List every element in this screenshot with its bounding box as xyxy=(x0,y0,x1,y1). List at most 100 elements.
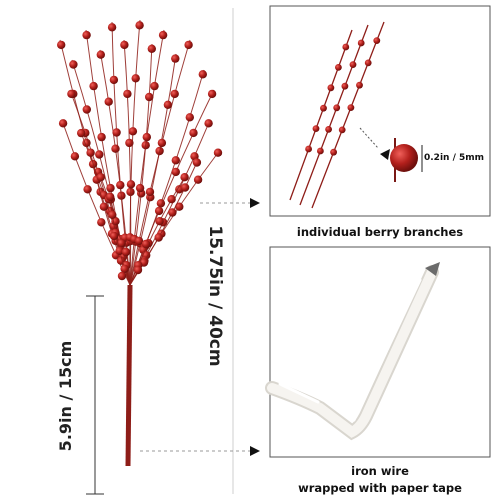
berry xyxy=(107,23,117,32)
panel-berry xyxy=(364,59,372,67)
berry xyxy=(106,183,115,193)
berry xyxy=(135,21,144,30)
berry xyxy=(180,183,190,192)
panel-berry xyxy=(333,104,341,112)
berry xyxy=(180,173,189,182)
panel-wire xyxy=(299,24,369,206)
berry xyxy=(109,231,119,241)
berry xyxy=(204,119,213,128)
berry xyxy=(163,100,173,110)
panel-berry xyxy=(347,104,355,111)
berry xyxy=(57,40,66,50)
branch-wire xyxy=(123,39,132,286)
berry xyxy=(69,60,78,69)
panel-berry xyxy=(330,148,337,156)
berry xyxy=(193,175,203,184)
berry xyxy=(109,75,119,85)
panel-berry xyxy=(312,125,320,132)
branch-wire xyxy=(129,43,153,286)
panel-berry xyxy=(305,145,312,153)
berry xyxy=(106,192,115,201)
berry xyxy=(157,138,167,148)
branch-wire xyxy=(129,29,165,286)
arrow-to-top-panel xyxy=(200,198,260,208)
berry xyxy=(142,132,151,142)
caption-berry-branches: individual berry branches xyxy=(296,225,464,239)
berry xyxy=(96,50,106,59)
berry xyxy=(83,185,92,194)
panel-berry xyxy=(325,125,332,133)
berry xyxy=(167,195,176,204)
berry xyxy=(145,92,154,102)
berry xyxy=(155,217,164,226)
branch-wire xyxy=(129,53,177,286)
berry-branches-panel xyxy=(269,5,491,217)
berry xyxy=(111,144,120,153)
branch-wire xyxy=(61,119,131,286)
stem-height-bracket xyxy=(86,295,104,495)
berry xyxy=(184,40,193,50)
berry xyxy=(128,127,138,136)
berry xyxy=(82,30,91,40)
berry xyxy=(95,150,104,159)
caption-paper-tape: wrapped with paper tape xyxy=(298,481,462,495)
berry xyxy=(171,156,180,165)
berry xyxy=(141,239,151,249)
panel-wire xyxy=(311,21,385,209)
berry xyxy=(125,138,134,148)
berry xyxy=(135,183,145,193)
zoomed-berry xyxy=(390,144,418,172)
panel-wire xyxy=(289,29,353,201)
berry xyxy=(99,202,109,211)
berry xyxy=(97,218,106,227)
berry xyxy=(123,89,132,99)
panel-berry xyxy=(338,126,346,134)
berry xyxy=(96,173,106,182)
branch-wire xyxy=(129,39,191,286)
caption-iron-wire: iron wire xyxy=(351,464,409,478)
berry-size-arrow xyxy=(380,149,390,160)
berry xyxy=(116,180,125,190)
berry xyxy=(117,239,126,248)
berry xyxy=(89,81,98,91)
berry xyxy=(120,264,129,273)
berry xyxy=(70,152,80,161)
berry xyxy=(147,44,156,53)
panel-berry xyxy=(341,82,349,90)
berry xyxy=(82,105,92,114)
panel-berry xyxy=(357,39,365,47)
panel-berry xyxy=(327,84,335,92)
berry xyxy=(171,54,180,63)
berry xyxy=(120,40,129,50)
panel-berry xyxy=(356,81,363,89)
berry xyxy=(134,236,144,246)
berry xyxy=(213,148,223,157)
berry xyxy=(112,128,121,137)
berry xyxy=(121,247,131,257)
berry xyxy=(154,233,163,242)
panel-berry xyxy=(349,61,357,68)
berry xyxy=(133,265,143,275)
berry xyxy=(158,30,168,40)
berry xyxy=(145,187,155,197)
berry xyxy=(185,113,194,122)
panel-berry xyxy=(342,43,350,51)
berry xyxy=(131,74,140,83)
berry xyxy=(168,208,177,217)
berry xyxy=(207,89,217,99)
berry xyxy=(108,210,117,219)
berry xyxy=(154,206,164,216)
panel-berry xyxy=(320,104,327,112)
berry xyxy=(67,89,76,99)
berry-branch-illustration xyxy=(57,19,223,467)
berry xyxy=(192,158,202,167)
berry xyxy=(175,202,184,211)
arrow-to-bottom-panel xyxy=(140,446,260,456)
main-stem xyxy=(125,284,133,467)
berry xyxy=(171,167,180,177)
panel-berry xyxy=(373,37,381,44)
berry xyxy=(126,180,136,189)
berry-size-label: 0.2in / 5mm xyxy=(424,153,485,163)
berry xyxy=(86,148,95,157)
berry xyxy=(189,128,198,138)
